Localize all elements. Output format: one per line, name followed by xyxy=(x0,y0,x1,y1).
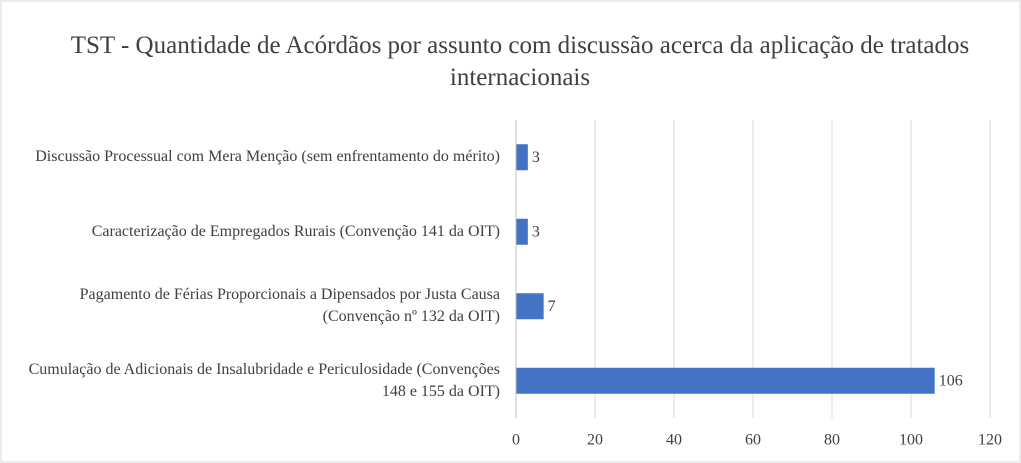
x-tick-label: 20 xyxy=(587,432,603,449)
data-label: 106 xyxy=(939,372,963,389)
bar xyxy=(516,144,528,171)
x-tick-label: 0 xyxy=(512,432,520,449)
data-label: 3 xyxy=(532,223,540,240)
y-tick-label: Caracterização de Empregados Rurais (Con… xyxy=(91,222,500,240)
x-tick-label: 100 xyxy=(899,432,923,449)
data-label: 3 xyxy=(532,149,540,166)
bar xyxy=(516,293,544,320)
x-tick-label: 120 xyxy=(978,432,1002,449)
bar xyxy=(516,367,935,394)
chart-title: TST - Quantidade de Acórdãos por assunto… xyxy=(70,32,970,91)
data-label: 7 xyxy=(548,298,556,315)
y-tick-label: Pagamento de Férias Proporcionais a Dipe… xyxy=(79,286,500,326)
x-tick-label: 40 xyxy=(666,432,682,449)
x-tick-label: 80 xyxy=(824,432,840,449)
y-tick-label: Discussão Processual com Mera Menção (se… xyxy=(35,148,500,166)
bar xyxy=(516,218,528,245)
x-tick-label: 60 xyxy=(745,432,761,449)
y-tick-label: Cumulação de Adicionais de Insalubridade… xyxy=(28,360,500,400)
